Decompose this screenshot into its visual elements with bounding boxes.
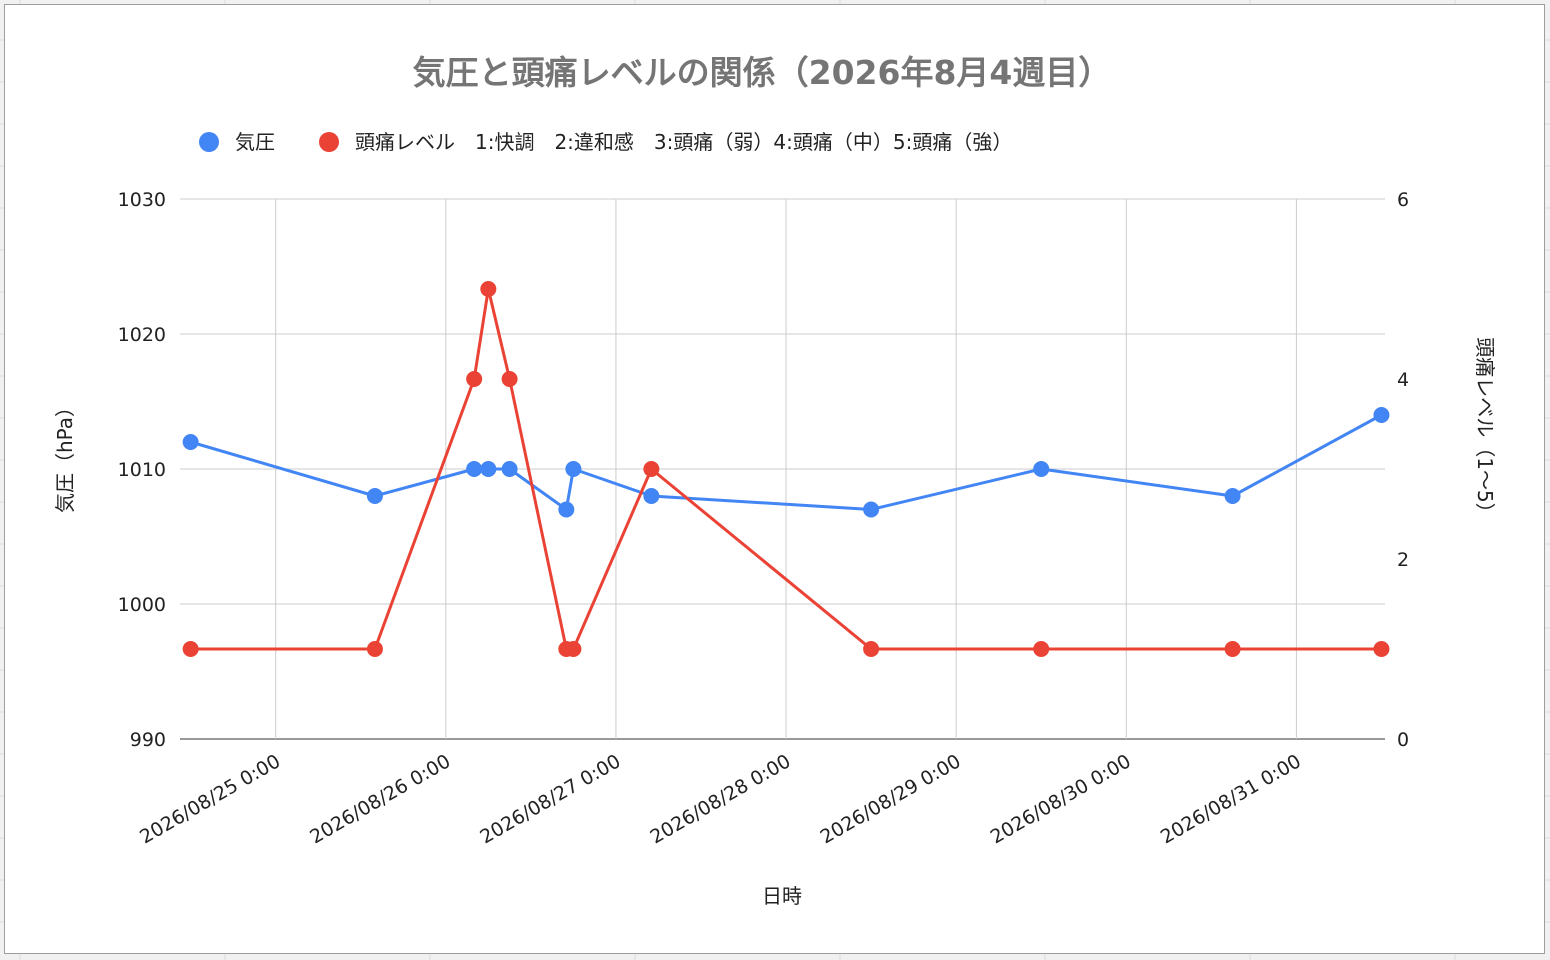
right-tick-label: 2 bbox=[1397, 549, 1409, 571]
left-tick-label: 1030 bbox=[118, 189, 166, 211]
left-tick-label: 1010 bbox=[118, 459, 166, 481]
right-tick-label: 0 bbox=[1397, 729, 1409, 751]
series-layer bbox=[182, 281, 1390, 657]
data-point[interactable] bbox=[1224, 488, 1241, 504]
right-axis-title: 頭痛レベル（1〜5） bbox=[1473, 337, 1497, 522]
data-point[interactable] bbox=[558, 501, 575, 518]
legend-marker-headache bbox=[319, 132, 339, 152]
series-pressure bbox=[182, 407, 1390, 518]
x-tick-label: 2026/08/30 0:00 bbox=[987, 750, 1135, 848]
left-tick-label: 1000 bbox=[118, 594, 166, 616]
data-point[interactable] bbox=[480, 281, 497, 297]
data-point[interactable] bbox=[501, 461, 518, 477]
series-headache bbox=[182, 281, 1390, 657]
left-axis-title: 気圧（hPa） bbox=[53, 397, 77, 513]
x-axis-title: 日時 bbox=[762, 884, 802, 908]
series-line bbox=[190, 413, 1383, 511]
left-tick-label: 1020 bbox=[118, 324, 166, 346]
x-tick-label: 2026/08/27 0:00 bbox=[476, 750, 624, 848]
data-point[interactable] bbox=[1373, 407, 1390, 423]
data-point[interactable] bbox=[182, 641, 199, 657]
right-tick-label: 4 bbox=[1397, 369, 1409, 391]
right-axis-ticks: 0 2 4 6 bbox=[1397, 189, 1409, 751]
data-point[interactable] bbox=[1373, 641, 1390, 657]
legend-label-headache: 頭痛レベル 1:快調 2:違和感 3:頭痛（弱）4:頭痛（中）5:頭痛（強） bbox=[355, 130, 1012, 154]
legend[interactable]: 気圧 頭痛レベル 1:快調 2:違和感 3:頭痛（弱）4:頭痛（中）5:頭痛（強… bbox=[199, 130, 1012, 154]
data-point[interactable] bbox=[1033, 461, 1050, 477]
data-point[interactable] bbox=[1224, 641, 1241, 657]
data-point[interactable] bbox=[565, 461, 582, 477]
left-axis-ticks: 990 1000 1010 1020 1030 bbox=[118, 189, 166, 751]
data-point[interactable] bbox=[643, 461, 660, 477]
data-point[interactable] bbox=[366, 641, 383, 657]
chart-title: 気圧と頭痛レベルの関係（2026年8月4週目） bbox=[413, 53, 1112, 92]
data-point[interactable] bbox=[366, 488, 383, 504]
data-point[interactable] bbox=[643, 488, 660, 504]
data-point[interactable] bbox=[863, 501, 880, 518]
data-point[interactable] bbox=[480, 461, 497, 477]
legend-marker-pressure bbox=[199, 132, 219, 152]
chart-container[interactable] bbox=[4, 4, 1545, 954]
x-tick-label: 2026/08/25 0:00 bbox=[136, 750, 284, 848]
data-point[interactable] bbox=[466, 371, 483, 387]
legend-label-pressure: 気圧 bbox=[235, 130, 275, 154]
data-point[interactable] bbox=[466, 461, 483, 477]
gridlines bbox=[180, 198, 1385, 740]
x-tick-label: 2026/08/31 0:00 bbox=[1157, 750, 1305, 848]
data-point[interactable] bbox=[501, 371, 518, 387]
data-point[interactable] bbox=[1033, 641, 1050, 657]
x-tick-label: 2026/08/26 0:00 bbox=[306, 750, 454, 848]
data-point[interactable] bbox=[565, 641, 582, 657]
data-point[interactable] bbox=[863, 641, 880, 657]
data-point[interactable] bbox=[182, 434, 199, 450]
left-tick-label: 990 bbox=[130, 729, 166, 751]
x-axis-ticks: 2026/08/25 0:00 2026/08/26 0:00 2026/08/27… bbox=[136, 750, 1305, 848]
right-tick-label: 6 bbox=[1397, 189, 1409, 211]
x-tick-label: 2026/08/28 0:00 bbox=[647, 750, 795, 848]
x-tick-label: 2026/08/29 0:00 bbox=[817, 750, 965, 848]
